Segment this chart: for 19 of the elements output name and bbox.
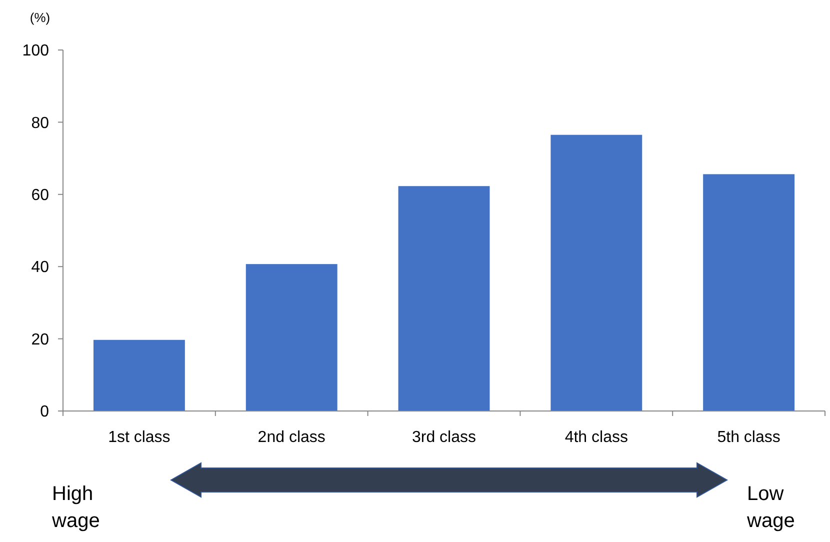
y-tick-label: 80	[31, 114, 50, 132]
x-tick-label: 5th class	[717, 429, 780, 446]
bar	[550, 134, 642, 411]
x-tick-label: 3rd class	[412, 429, 476, 446]
y-axis-title: (%)	[30, 10, 50, 25]
x-tick-label: 1st class	[108, 429, 170, 446]
bar	[398, 186, 490, 411]
x-tick-label: 2nd class	[258, 429, 326, 446]
y-tick-label: 0	[40, 404, 50, 421]
y-tick-label: 60	[31, 187, 50, 204]
bar	[93, 340, 185, 411]
bar	[246, 264, 338, 411]
text: High wage	[51, 483, 100, 532]
y-tick-label: 40	[31, 259, 50, 276]
bar	[703, 174, 795, 411]
text: Low wage	[746, 483, 795, 532]
y-tick-label: 20	[31, 331, 50, 348]
y-tick-label: 100	[22, 42, 50, 60]
x-tick-label: 4th class	[564, 429, 628, 446]
